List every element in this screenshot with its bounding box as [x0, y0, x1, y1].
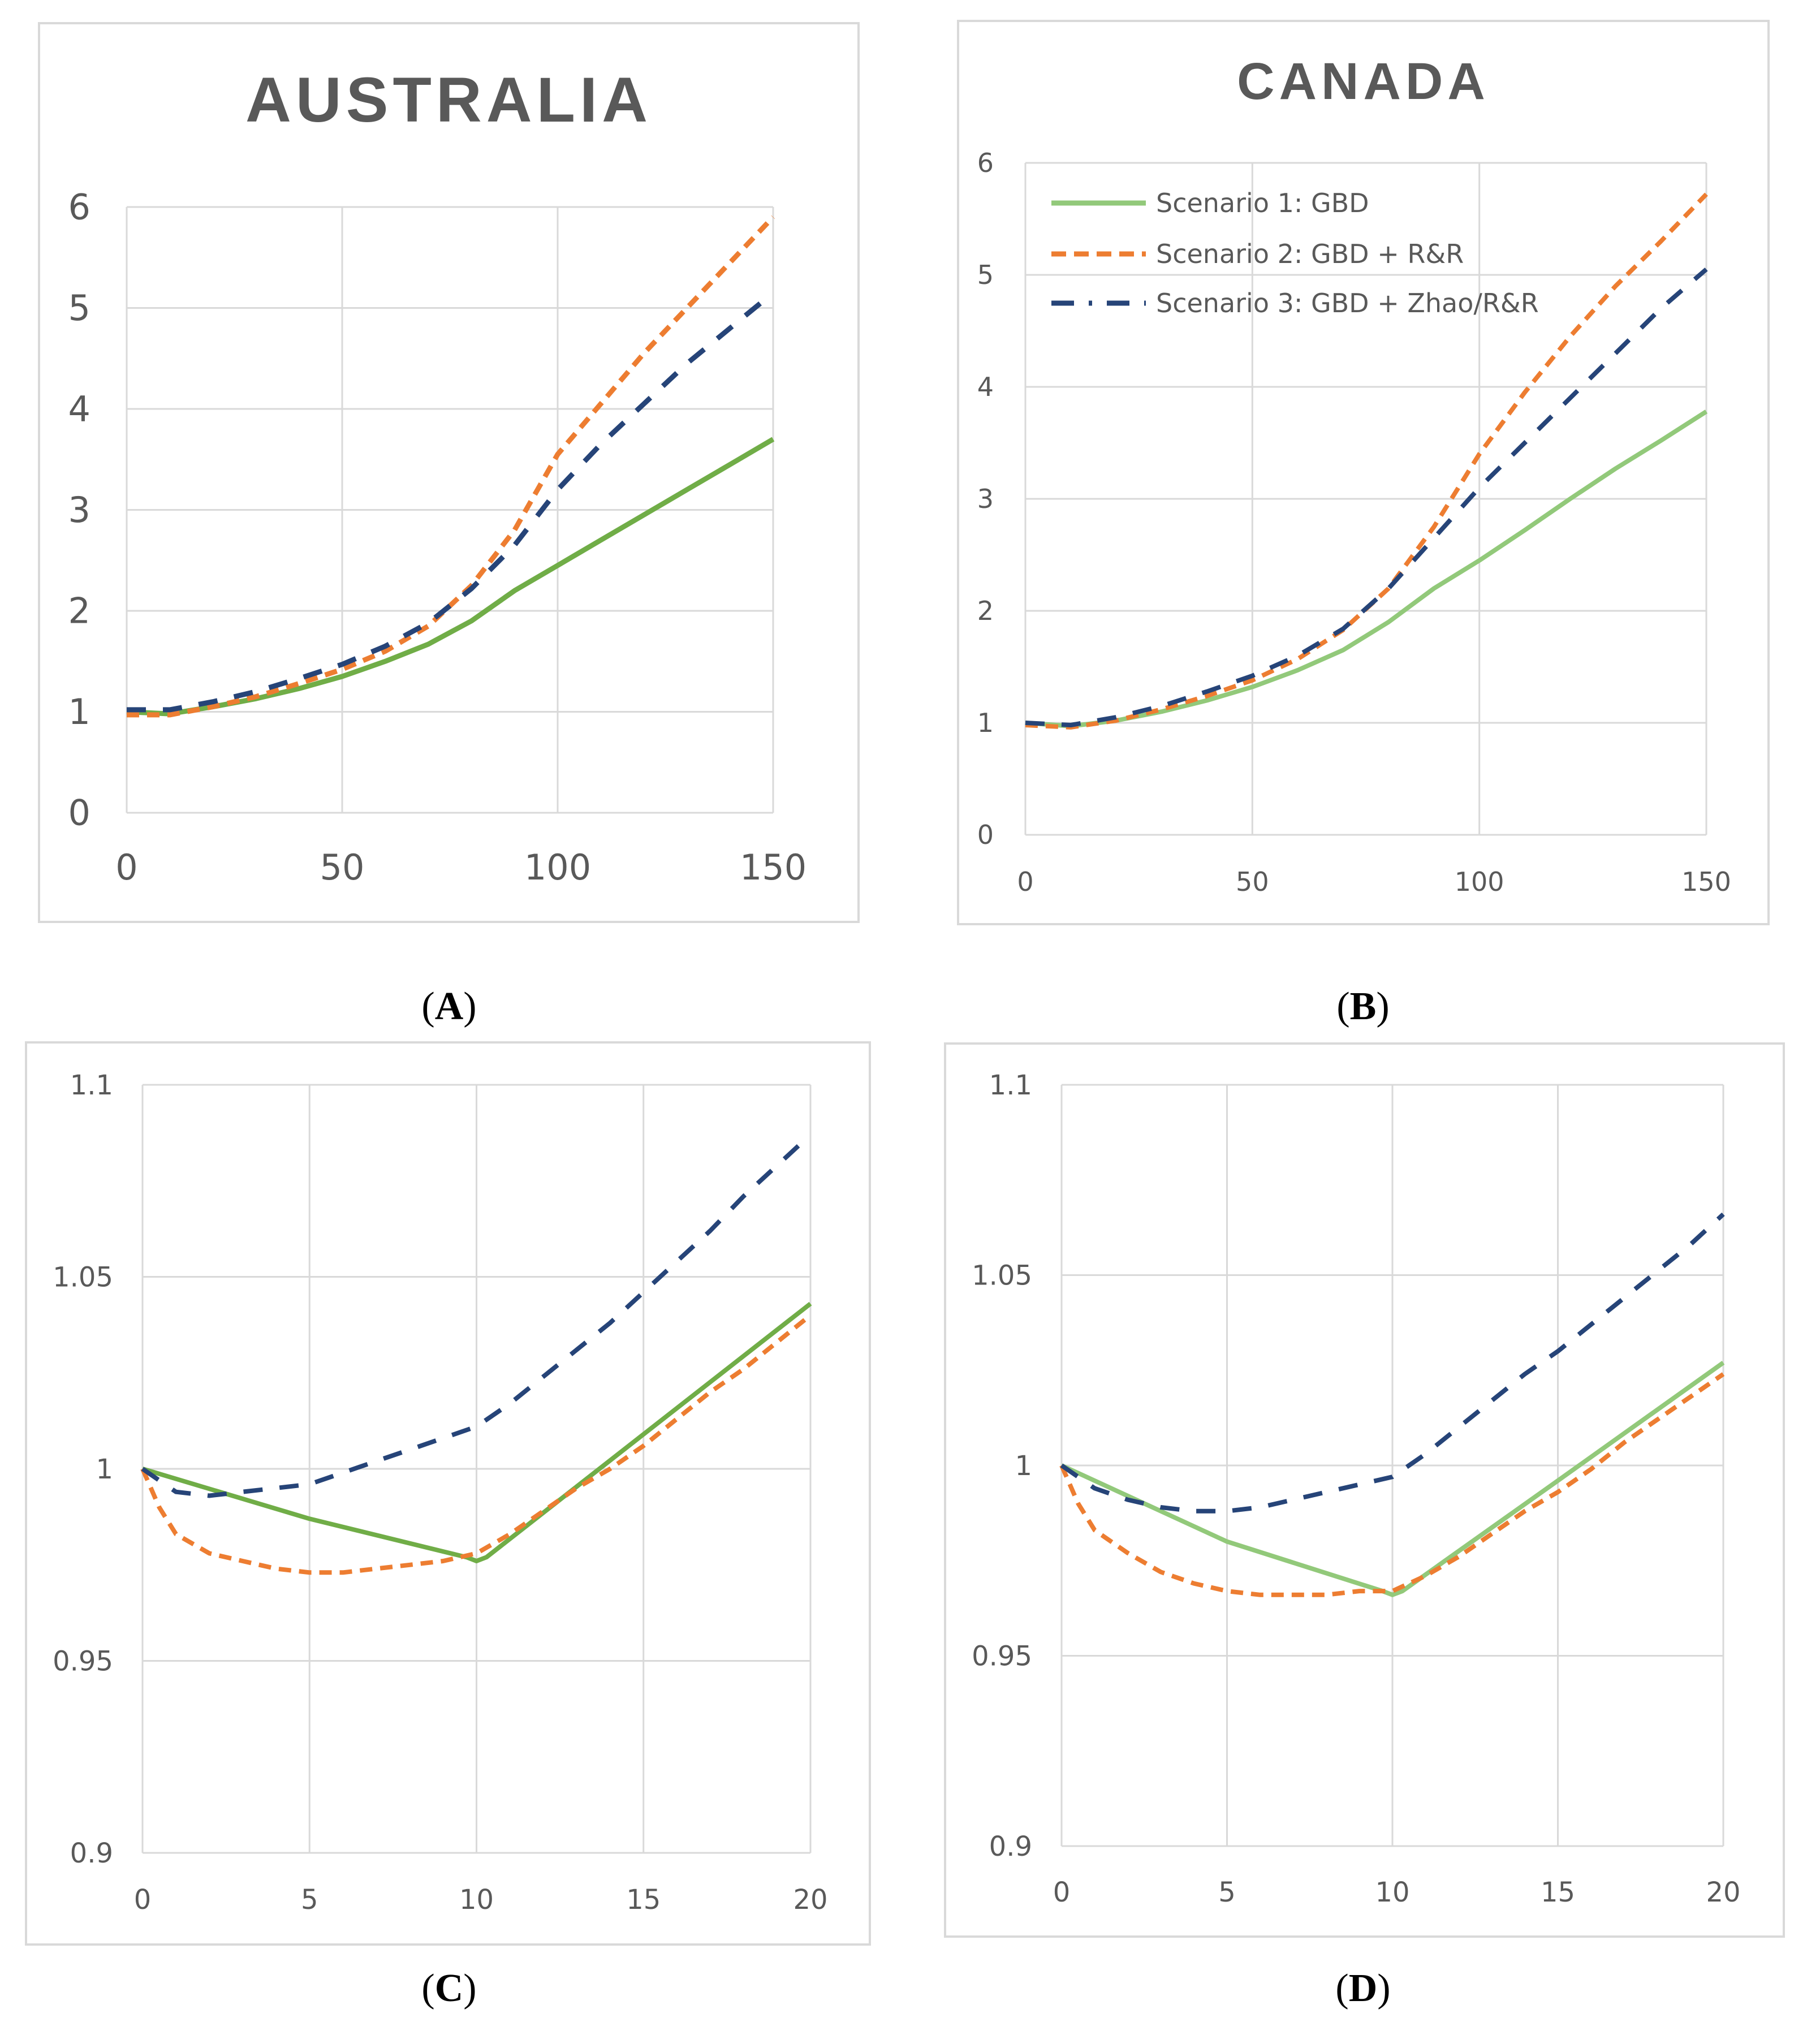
series-line-scenario-1 [1060, 1361, 1725, 1597]
chart-border [957, 20, 1770, 925]
x-tick-label: 0 [1053, 1877, 1071, 1908]
y-tick-label: 6 [68, 187, 90, 228]
y-tick-label: 1 [1015, 1450, 1032, 1482]
y-tick-label: 0.95 [972, 1640, 1032, 1672]
panel-label-a: (A) [421, 985, 477, 1028]
y-tick-label: 1.05 [53, 1261, 113, 1293]
panel-letter: B [1349, 985, 1377, 1028]
chart-panel-d: 0.9 0.95 1 1.05 1.1 0 5 10 15 20 [944, 1042, 1785, 1938]
series-line-scenario-2 [140, 1313, 812, 1575]
y-tick-label: 5 [68, 287, 90, 329]
y-tick-label: 1 [977, 708, 994, 738]
y-tick-label: 1.1 [989, 1070, 1032, 1101]
y-tick-label: 2 [68, 590, 90, 632]
y-tick-label: 6 [977, 148, 994, 178]
y-tick-label: 1 [96, 1454, 113, 1485]
series-line-scenario-1 [1025, 409, 1708, 728]
y-tick-label: 5 [977, 260, 994, 290]
x-tick-label: 0 [115, 847, 137, 888]
x-tick-label: 50 [320, 847, 365, 888]
x-tick-label: 5 [301, 1884, 318, 1916]
y-tick-label: 0 [977, 820, 994, 850]
y-tick-label: 1.1 [70, 1070, 113, 1101]
y-tick-label: 0.9 [989, 1831, 1032, 1862]
chart-panel-a: AUSTRALIA 0 1 2 3 4 5 6 0 50 100 150 [38, 22, 860, 923]
y-tick-label: 0 [68, 792, 90, 834]
x-tick-label: 0 [1017, 866, 1033, 897]
x-tick-label: 100 [524, 847, 591, 888]
y-tick-label: 3 [977, 484, 994, 514]
x-tick-label: 15 [1541, 1877, 1575, 1908]
y-tick-label: 4 [977, 372, 994, 402]
y-tick-label: 3 [68, 489, 90, 531]
y-tick-label: 1 [68, 691, 90, 732]
chart-title: CANADA [1237, 53, 1490, 110]
series-line-scenario-3 [127, 291, 775, 713]
chart-border [944, 1042, 1785, 1938]
legend-label-scenario-3: Scenario 3: GBD + Zhao/R&R [1156, 288, 1539, 318]
series-line-scenario-3 [1060, 1212, 1725, 1514]
chart-border [25, 1041, 871, 1946]
series-line-scenario-2 [1059, 1372, 1725, 1597]
panel-letter: A [434, 985, 464, 1028]
y-tick-label: 0.9 [70, 1838, 113, 1869]
x-tick-label: 10 [459, 1884, 494, 1916]
series-line-scenario-3 [141, 1133, 812, 1498]
panel-label-d: (D) [1335, 1967, 1391, 2010]
x-tick-label: 50 [1236, 866, 1269, 897]
chart-border [38, 22, 860, 923]
chart-panel-c: 0.9 0.95 1 1.05 1.1 0 5 10 15 20 [25, 1041, 871, 1946]
x-tick-label: 150 [1681, 866, 1731, 897]
y-tick-label: 2 [977, 596, 994, 626]
legend-label-scenario-1: Scenario 1: GBD [1156, 188, 1369, 218]
series-line-scenario-3 [1025, 268, 1708, 727]
panel-letter: D [1348, 1967, 1378, 2010]
y-tick-label: 1.05 [972, 1260, 1032, 1291]
x-tick-label: 0 [134, 1884, 152, 1916]
panel-label-b: (B) [1336, 985, 1390, 1028]
chart-panel-b: CANADA 0 1 2 3 4 5 6 0 50 100 150 Scenario 1: GBD Sce… [957, 20, 1770, 925]
panel-label-c: (C) [421, 1967, 477, 2010]
x-tick-label: 20 [793, 1884, 827, 1916]
series-line-scenario-1 [141, 1301, 812, 1563]
x-tick-label: 100 [1455, 866, 1504, 897]
x-tick-label: 150 [740, 847, 807, 888]
x-tick-label: 15 [626, 1884, 661, 1916]
x-tick-label: 20 [1706, 1877, 1740, 1908]
legend-label-scenario-2: Scenario 2: GBD + R&R [1156, 239, 1464, 269]
y-tick-label: 0.95 [53, 1645, 113, 1677]
chart-title: AUSTRALIA [245, 64, 652, 135]
x-tick-label: 5 [1218, 1877, 1236, 1908]
x-tick-label: 10 [1375, 1877, 1409, 1908]
panel-letter: C [434, 1967, 464, 2010]
y-tick-label: 4 [68, 389, 90, 430]
